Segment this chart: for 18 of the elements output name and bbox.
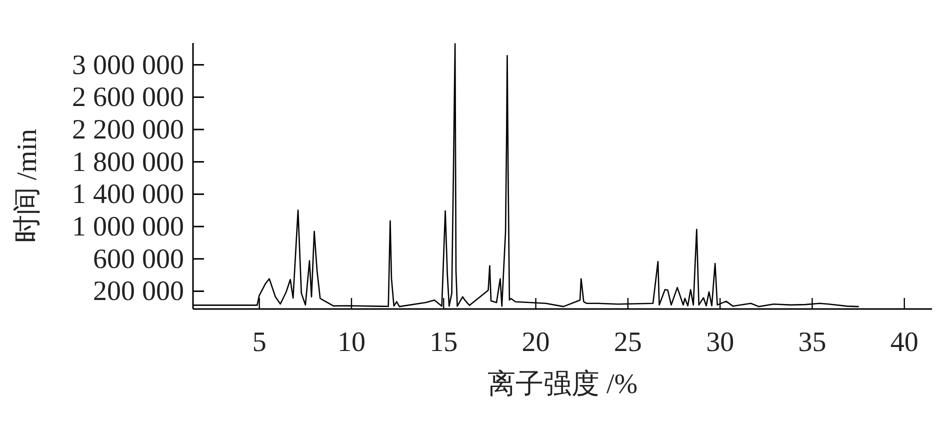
y-tick-label: 600 000: [93, 244, 184, 275]
y-tick-label: 3 000 000: [72, 50, 184, 81]
x-tick-label: 10: [337, 327, 366, 358]
x-tick-label: 30: [706, 327, 734, 358]
x-tick-label: 35: [798, 327, 826, 358]
x-tick-label: 40: [890, 327, 918, 358]
y-tick-label: 200 000: [93, 276, 184, 308]
y-tick-label: 1 400 000: [72, 179, 184, 210]
y-tick-label: 1 000 000: [72, 212, 184, 243]
y-tick-label: 1 800 000: [72, 146, 184, 178]
y-axis-title: 时间 /min: [12, 128, 43, 244]
x-axis-title: 离子强度 /%: [487, 369, 638, 400]
x-tick-label: 20: [522, 327, 550, 358]
x-tick-label: 15: [430, 327, 458, 358]
x-tick-label: 5: [252, 327, 266, 358]
x-tick-label: 25: [614, 327, 642, 358]
y-tick-label: 2 600 000: [72, 82, 184, 114]
y-tick-label: 2 200 000: [72, 114, 184, 146]
